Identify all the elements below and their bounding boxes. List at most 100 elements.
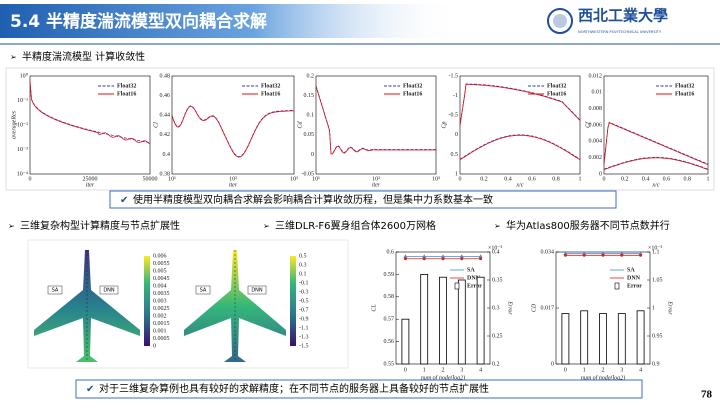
y-tick-label: 0.2 bbox=[307, 73, 315, 79]
x-tick-label: 0 bbox=[603, 176, 606, 182]
legend-label: Float16 bbox=[547, 91, 566, 97]
y-tick-label: 0.008 bbox=[589, 106, 603, 112]
y-tick-label: 0.58 bbox=[384, 294, 395, 300]
x-tick-label: 0.4 bbox=[642, 176, 650, 182]
y-tick-label: 0 bbox=[599, 171, 602, 177]
y2-tick-label: 0.9 bbox=[652, 361, 660, 367]
colorbar bbox=[290, 256, 296, 346]
curve bbox=[603, 156, 709, 170]
y-axis-label: Cl bbox=[153, 122, 159, 128]
x-tick-label: 1 bbox=[583, 367, 586, 373]
colorbar-tick-label: 0.3 bbox=[299, 262, 307, 268]
x-tick-label: 0.2 bbox=[621, 176, 629, 182]
colorbar-tick-label: -0.9 bbox=[299, 316, 309, 322]
plot-frame bbox=[29, 75, 151, 175]
label-box bbox=[195, 285, 211, 295]
bar bbox=[636, 310, 645, 365]
y-tick-label: 0 bbox=[311, 152, 314, 158]
curve bbox=[459, 134, 581, 160]
colorbar-tick-label: 0.0015 bbox=[153, 321, 170, 327]
x-tick-label: 3 bbox=[620, 367, 623, 373]
plot-frame bbox=[315, 75, 437, 175]
x-tick-label: 10³ bbox=[432, 176, 440, 182]
x-tick-label: 0 bbox=[29, 176, 32, 182]
x-tick-label: 1 bbox=[423, 367, 426, 373]
colorbar-tick-label: -1.3 bbox=[299, 334, 309, 340]
y2-tick-label: 0.35 bbox=[492, 277, 503, 283]
x-tick-label: 10² bbox=[372, 176, 380, 182]
y2-axis-label: Error bbox=[667, 300, 673, 315]
y2-tick-label: 0.25 bbox=[492, 333, 503, 339]
y2-tick-label: 1.05 bbox=[652, 277, 663, 283]
legend-label: Float16 bbox=[117, 91, 136, 97]
point bbox=[422, 254, 427, 258]
bar bbox=[476, 276, 485, 365]
contour-label: DNN bbox=[103, 288, 115, 294]
curve bbox=[171, 105, 295, 158]
x-axis-label: iter bbox=[86, 182, 95, 188]
point bbox=[639, 253, 643, 257]
curve bbox=[603, 157, 709, 170]
x-tick-label: 0.8 bbox=[552, 176, 560, 182]
point bbox=[619, 251, 624, 256]
x-tick-label: 1 bbox=[579, 176, 582, 182]
point bbox=[422, 257, 426, 261]
title: 5.4 半精度湍流模型双向耦合求解 bbox=[10, 11, 267, 32]
x-tick-label: 4 bbox=[479, 367, 482, 373]
y-tick-label: 0 bbox=[455, 132, 458, 138]
x-tick-label: 25000 bbox=[83, 176, 98, 182]
y-tick-label: 10⁻¹ bbox=[17, 98, 28, 104]
y-tick-label: 0.6 bbox=[387, 249, 395, 255]
legend-label: SA bbox=[467, 267, 475, 273]
curve bbox=[603, 121, 709, 165]
legend-label: Float16 bbox=[403, 91, 422, 97]
curve bbox=[315, 86, 436, 155]
colorbar-tick-label: 0.006 bbox=[153, 253, 167, 259]
y-tick-label: 0.004 bbox=[589, 139, 603, 145]
y-tick-label: 0.38 bbox=[160, 171, 171, 177]
point bbox=[582, 253, 586, 257]
point bbox=[620, 253, 624, 257]
x-tick-label: 0.8 bbox=[683, 176, 691, 182]
x-tick-label: 10¹ bbox=[312, 176, 320, 182]
y2-tick-label: 0.2 bbox=[492, 361, 500, 367]
colorbar-tick-label: 0.005 bbox=[153, 268, 167, 274]
bar bbox=[401, 318, 410, 365]
note-box bbox=[109, 190, 617, 209]
y-tick-label: 0.006 bbox=[589, 122, 603, 128]
page-number: 78 bbox=[701, 389, 713, 401]
x-axis-label: x/c bbox=[652, 182, 660, 188]
y2-tick-label: 1 bbox=[652, 305, 655, 311]
logo-subtext: NORTHWESTERN POLYTECHNICAL UNIVERSITY bbox=[578, 30, 662, 34]
bar bbox=[599, 313, 607, 365]
colorbar-tick-label: -1.5 bbox=[299, 343, 309, 349]
curve bbox=[459, 134, 581, 161]
contour-label: SA bbox=[52, 288, 59, 294]
y-tick-label: 0.002 bbox=[589, 155, 603, 161]
y-tick-label: -0.5 bbox=[449, 113, 459, 119]
x-axis-label: iter bbox=[372, 182, 381, 188]
curve bbox=[29, 80, 151, 143]
plot-frame bbox=[603, 75, 709, 175]
bar bbox=[439, 276, 447, 365]
legend-label: DNN bbox=[627, 275, 641, 281]
x-tick-label: 10² bbox=[229, 176, 237, 182]
subheading: 三维复杂构型计算精度与节点扩展性 bbox=[20, 219, 180, 232]
bullet: ➢ bbox=[10, 53, 17, 62]
logo-text: 西北工業大學 bbox=[578, 6, 668, 24]
colorbar-tick-label: 0.001 bbox=[153, 328, 167, 334]
bar bbox=[561, 313, 570, 365]
y-tick-label: 0.46 bbox=[160, 93, 171, 99]
point bbox=[638, 251, 643, 256]
legend-label: Float32 bbox=[403, 83, 422, 89]
point bbox=[459, 254, 464, 258]
colorbar-tick-label: -0.3 bbox=[299, 289, 309, 295]
contour-label: DNN bbox=[251, 288, 263, 294]
legend-label: Float16 bbox=[675, 91, 694, 97]
note: 使用半精度模型双向耦合求解会影响耦合计算收敛历程，但是集中力系数基本一致 bbox=[133, 193, 493, 206]
point bbox=[460, 257, 464, 261]
legend-label: Float16 bbox=[261, 91, 280, 97]
